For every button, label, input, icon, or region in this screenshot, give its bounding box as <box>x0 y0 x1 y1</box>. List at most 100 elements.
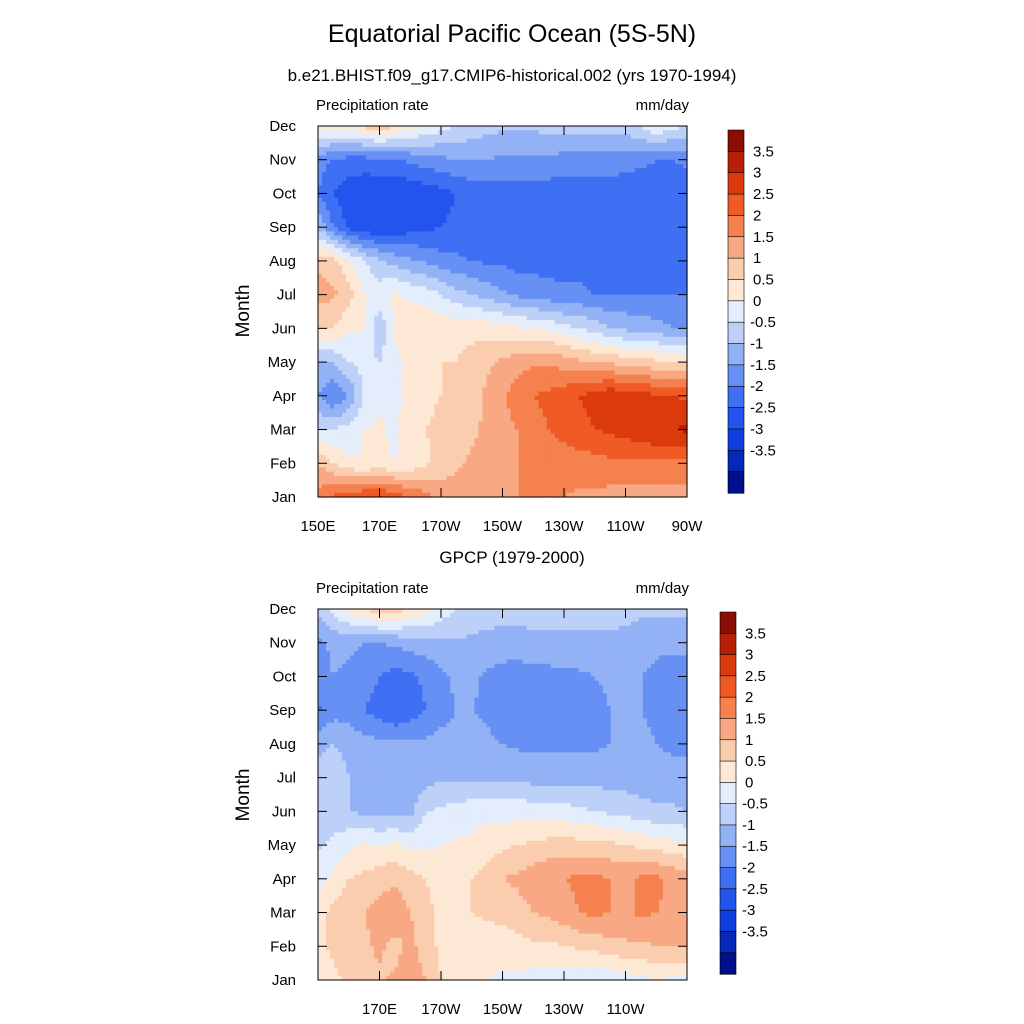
contour-cell <box>630 260 636 266</box>
contour-cell <box>402 159 407 165</box>
contour-cell <box>318 222 323 228</box>
contour-cell <box>558 307 564 313</box>
contour-cell <box>542 142 548 148</box>
contour-cell <box>330 231 335 237</box>
contour-cell <box>678 294 684 300</box>
contour-cell <box>606 244 612 249</box>
contour-cell <box>386 168 391 173</box>
contour-cell <box>646 336 652 342</box>
contour-cell <box>574 138 580 144</box>
contour-cell <box>570 303 576 308</box>
contour-cell <box>522 303 528 308</box>
contour-cell <box>458 265 463 270</box>
contour-cell <box>598 151 604 157</box>
contour-cell <box>398 319 403 325</box>
contour-cell <box>406 307 411 313</box>
contour-cell <box>454 311 459 317</box>
contour-cell <box>666 189 672 195</box>
contour-cell <box>426 134 431 140</box>
contour-cell <box>538 239 544 245</box>
contour-cell <box>506 185 512 190</box>
contour-cell <box>658 269 664 275</box>
contour-cell <box>482 201 488 207</box>
contour-cell <box>462 319 467 325</box>
contour-cell <box>330 256 335 262</box>
contour-cell <box>654 214 660 220</box>
contour-cell <box>470 126 476 131</box>
contour-cell <box>586 260 592 266</box>
contour-cell <box>446 345 451 351</box>
contour-cell <box>638 155 644 161</box>
contour-cell <box>582 244 588 249</box>
contour-cell <box>386 319 391 325</box>
contour-cell <box>478 126 484 131</box>
contour-cell <box>610 290 616 296</box>
contour-cell <box>574 303 580 308</box>
contour-cell <box>454 281 459 287</box>
contour-cell <box>406 273 411 279</box>
contour-cell <box>386 185 391 190</box>
contour-cell <box>350 185 355 190</box>
contour-cell <box>606 256 612 262</box>
contour-cell <box>574 218 580 224</box>
contour-cell <box>558 286 564 292</box>
contour-cell <box>330 315 335 321</box>
contour-cell <box>338 336 343 342</box>
contour-cell <box>498 185 504 190</box>
contour-cell <box>382 155 387 161</box>
contour-cell <box>614 286 620 292</box>
contour-cell <box>474 290 480 296</box>
contour-cell <box>606 126 612 131</box>
contour-cell <box>542 294 548 300</box>
contour-cell <box>626 172 632 178</box>
contour-cell <box>358 281 363 287</box>
contour-cell <box>470 134 476 140</box>
contour-cell <box>370 248 375 254</box>
contour-cell <box>458 147 463 152</box>
contour-cell <box>318 269 323 275</box>
top-panel: JanFebMarAprMayJunJulAugSepOctNovDec150E… <box>233 97 776 535</box>
contour-cell <box>466 315 472 321</box>
contour-cell <box>530 222 536 228</box>
contour-cell <box>598 180 604 186</box>
contour-cell <box>674 151 680 157</box>
contour-cell <box>558 227 564 232</box>
contour-cell <box>526 189 532 195</box>
contour-cell <box>554 303 560 308</box>
contour-cell <box>422 324 427 329</box>
contour-cell <box>422 244 427 249</box>
contour-cell <box>538 163 544 169</box>
contour-cell <box>562 294 568 300</box>
contour-cell <box>614 273 620 279</box>
contour-cell <box>658 244 664 249</box>
contour-cell <box>510 303 516 308</box>
contour-cell <box>318 349 323 355</box>
contour-cell <box>334 172 339 178</box>
contour-cell <box>618 277 624 283</box>
contour-cell <box>410 345 415 351</box>
contour-cell <box>666 214 672 220</box>
contour-cell <box>390 286 395 292</box>
contour-cell <box>354 252 359 258</box>
contour-cell <box>630 130 636 136</box>
contour-cell <box>386 273 391 279</box>
contour-cell <box>386 260 391 266</box>
contour-cell <box>542 307 548 313</box>
contour-cell <box>650 142 656 148</box>
contour-cell <box>466 231 472 237</box>
contour-cell <box>590 155 596 161</box>
contour-cell <box>638 328 644 334</box>
contour-cell <box>582 206 588 211</box>
contour-cell <box>374 298 379 304</box>
contour-cell <box>566 172 572 178</box>
contour-cell <box>402 180 407 186</box>
contour-cell <box>454 134 459 140</box>
contour-cell <box>462 172 467 178</box>
contour-cell <box>358 176 363 182</box>
contour-cell <box>518 235 524 241</box>
contour-cell <box>622 155 628 161</box>
contour-cell <box>662 307 668 313</box>
contour-cell <box>394 138 399 144</box>
contour-cell <box>366 324 371 329</box>
contour-cell <box>598 163 604 169</box>
